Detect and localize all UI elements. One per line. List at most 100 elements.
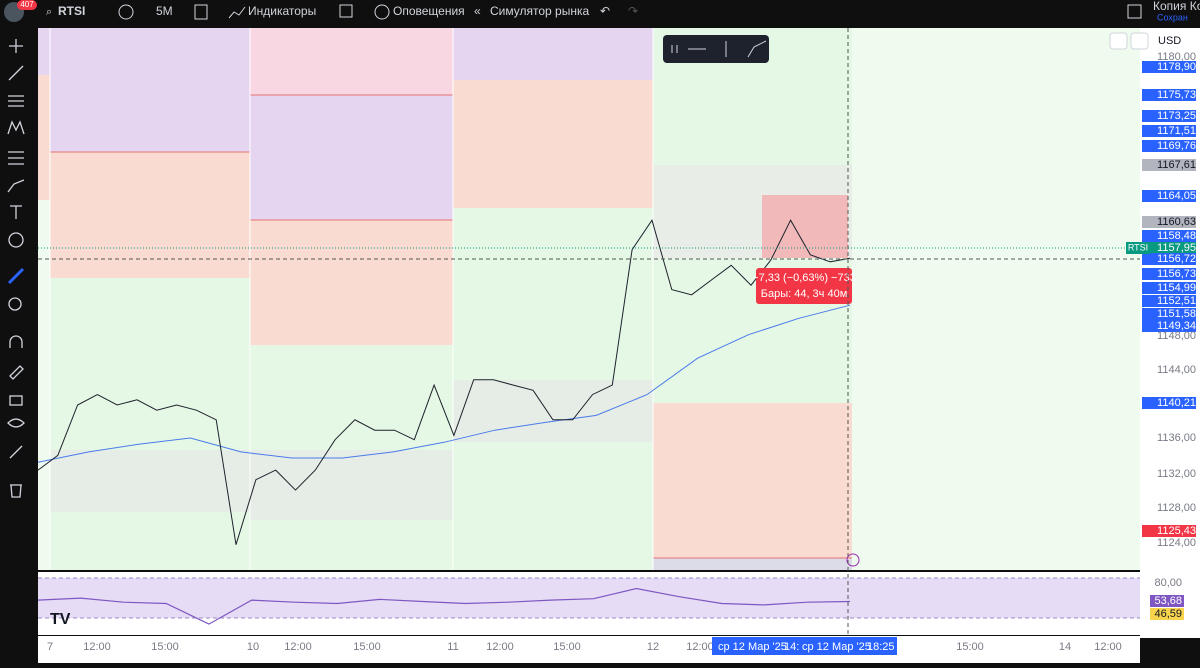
layout-name[interactable]: Копия Ко [1153, 0, 1200, 13]
alert-icon [374, 4, 390, 20]
time-label: 12 [647, 641, 659, 653]
hide-tool[interactable] [7, 418, 25, 428]
measure-change: −7,33 (−0,63%) −733 [752, 272, 856, 284]
price-label: 1156,72 [1157, 253, 1196, 265]
price-tag-bg [1142, 525, 1196, 537]
pattern-tool[interactable] [7, 120, 25, 135]
rsi-tag-bg [1150, 608, 1184, 620]
price-label: 1151,58 [1157, 308, 1196, 320]
fib-tool[interactable] [8, 151, 24, 165]
price-tag-bg [1142, 282, 1196, 294]
price-tag-bg [1142, 242, 1196, 254]
price-label: 1173,25 [1157, 110, 1196, 122]
rsi-line [37, 587, 851, 625]
indicators-icon [228, 6, 246, 19]
zoom-tool[interactable] [8, 297, 22, 311]
ruler-tool[interactable] [7, 267, 25, 285]
zone [653, 403, 852, 558]
price-label: 1178,90 [1157, 61, 1196, 73]
lightning [846, 553, 860, 567]
range-end: ср 12 Мар '25 [802, 641, 871, 653]
link-tool[interactable] [9, 445, 23, 459]
range-start: ср 12 Мар '25 [718, 641, 787, 653]
rsi-label: 80,00 [1154, 577, 1182, 589]
price-tag-bg [1142, 308, 1196, 320]
price-tag-bg [1142, 253, 1196, 265]
price-label: 1160,63 [1157, 216, 1196, 228]
price-tag-bg [1142, 61, 1196, 73]
price-tag-bg [1142, 397, 1196, 409]
price-label: 1124,00 [1157, 537, 1196, 549]
stay-drawing[interactable] [9, 365, 24, 380]
price-label: 1154,99 [1157, 282, 1196, 294]
zone [50, 28, 250, 152]
delete-tool[interactable] [10, 484, 22, 498]
interval[interactable]: 5M [156, 4, 173, 18]
tv-logo: TV [50, 611, 71, 628]
price-tag-bg [1142, 320, 1196, 332]
series-line [37, 304, 851, 463]
price-label: 1149,34 [1157, 320, 1196, 332]
badge-count: 407 [20, 0, 34, 9]
price-tag-bg [1142, 110, 1196, 122]
brush-tool[interactable] [7, 179, 25, 193]
add-symbol[interactable] [118, 4, 134, 20]
price-label: 1152,51 [1157, 295, 1196, 307]
replay-button[interactable]: Симулятор рынка [490, 4, 589, 18]
price-label: 1175,73 [1157, 89, 1196, 101]
redo[interactable]: ↷ [628, 4, 638, 18]
time-label: 15:00 [151, 641, 179, 653]
price-label: 1148,00 [1157, 330, 1196, 342]
alerts-button[interactable]: Оповещения [393, 4, 465, 18]
line-tool[interactable] [8, 65, 24, 81]
range-end-time: 18:25 [867, 641, 895, 653]
zone [50, 152, 250, 278]
session-zones [38, 28, 852, 570]
time-label: 15:00 [353, 641, 381, 653]
price-tag-bg [1142, 268, 1196, 280]
layout-icon[interactable] [1127, 4, 1142, 19]
chart-type[interactable] [194, 4, 208, 20]
series-line [37, 219, 851, 545]
price-label: 1169,76 [1157, 140, 1196, 152]
zone [38, 28, 50, 75]
time-label: 15:00 [553, 641, 581, 653]
symbol[interactable]: RTSI [58, 4, 85, 18]
price-tag-bg [1142, 190, 1196, 202]
indicators-button[interactable]: Индикаторы [248, 4, 316, 18]
currency[interactable]: USD [1158, 35, 1181, 47]
price-label: 1180,00 [1157, 51, 1196, 63]
drawing-toolbar [7, 39, 25, 498]
crosshair-tool[interactable] [9, 39, 23, 53]
price-tag-bg [1142, 216, 1196, 228]
zone [250, 95, 453, 220]
price-label: 1128,00 [1157, 502, 1196, 514]
badge [17, 0, 37, 10]
price-tag-bg [1142, 140, 1196, 152]
symbol-tag: RTSI [1128, 242, 1148, 252]
undo[interactable]: ↶ [600, 4, 610, 18]
time-range-bg [712, 637, 897, 655]
floating-tools[interactable] [671, 40, 767, 58]
price-label: 1167,61 [1157, 159, 1196, 171]
magnet-tool[interactable] [9, 335, 23, 348]
emoji-tool[interactable] [8, 232, 24, 248]
plot: −7,33 (−0,63%) −733 Бары: 44, 3ч 40м [37, 219, 1140, 567]
channel-tool[interactable] [8, 95, 24, 107]
text-tool[interactable] [10, 205, 22, 219]
scroll-button[interactable] [1109, 32, 1128, 50]
price-label: 1171,51 [1157, 125, 1196, 137]
price-label: 1156,73 [1157, 268, 1196, 280]
templates[interactable] [339, 4, 353, 18]
time-axis [38, 636, 1140, 663]
price-label: 1144,00 [1157, 364, 1196, 376]
search-icon[interactable]: ⌕ [46, 6, 52, 18]
rsi-tag-bg [1150, 595, 1184, 607]
reset-button[interactable] [1130, 32, 1149, 50]
time-label: 11 [447, 641, 458, 653]
replay-icon: « [474, 4, 481, 18]
time-label: 12:00 [1094, 641, 1122, 653]
lock-tool[interactable] [9, 395, 23, 406]
rsi-band [38, 578, 1140, 618]
